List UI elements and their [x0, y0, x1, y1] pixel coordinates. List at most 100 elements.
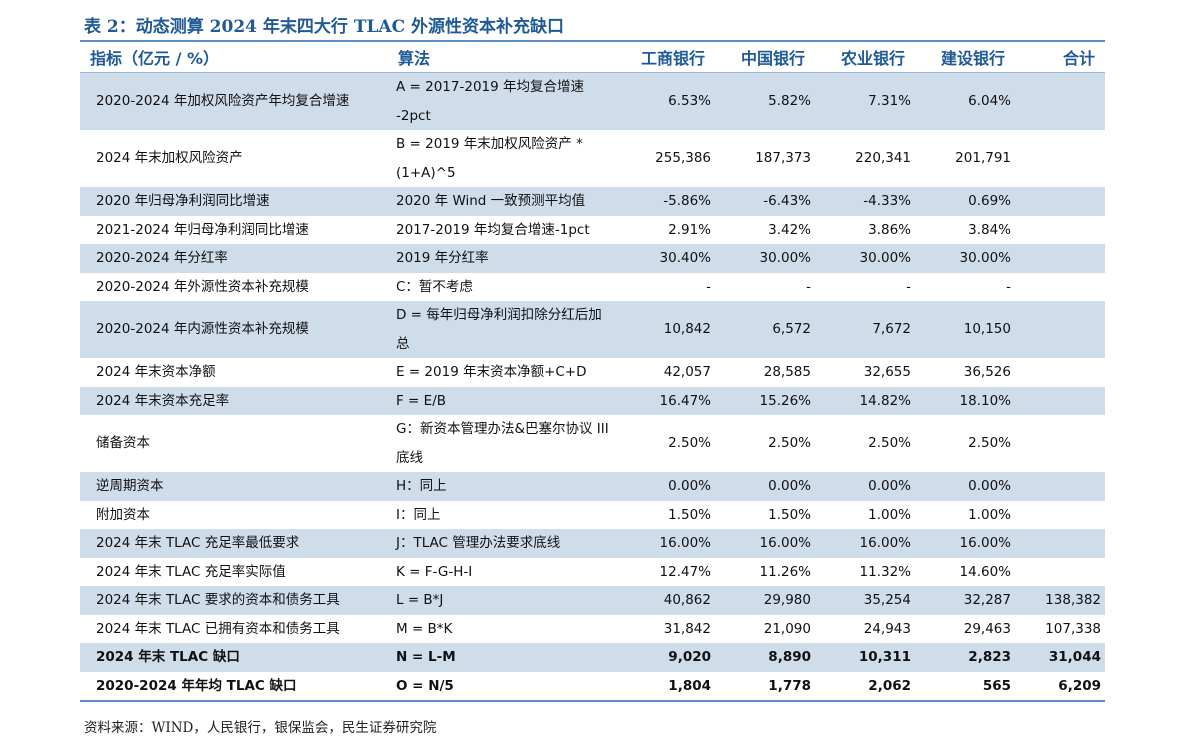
boc-cell: 1.50%: [768, 506, 811, 523]
boc-cell: 6,572: [715, 301, 815, 358]
header-total: 合计: [1015, 41, 1105, 73]
indicator-cell: 逆周期资本: [80, 472, 388, 501]
ccb-cell: 6.04%: [915, 72, 1015, 130]
total-cell: 138,382: [1015, 586, 1105, 615]
ccb-cell: 0.00%: [915, 472, 1015, 501]
boc-cell: 30.00%: [715, 244, 815, 273]
icbc-cell: 1.50%: [668, 506, 711, 523]
abc-cell: 2.50%: [868, 435, 911, 452]
table-row: 2020-2024 年外源性资本补充规模 C：暂不考虑 - - - -: [80, 273, 1105, 302]
ccb-cell: 30.00%: [915, 244, 1015, 273]
total-cell: [1015, 501, 1105, 530]
table-row: 2024 年末资本净额 E = 2019 年末资本净额+C+D 42,057 28,5…: [80, 358, 1105, 387]
abc-cell: 14.82%: [815, 386, 915, 415]
ccb-cell: 1.00%: [968, 506, 1011, 523]
boc-cell: 21,090: [763, 620, 811, 637]
ccb-cell: 2,823: [915, 643, 1015, 672]
indicator-cell: 2024 年末 TLAC 充足率最低要求: [80, 529, 388, 558]
method-cell: N = L-M: [388, 643, 615, 672]
indicator-cell: 2021-2024 年归母净利润同比增速: [96, 221, 309, 238]
ccb-cell: 29,463: [963, 620, 1011, 637]
abc-cell: 2,062: [868, 677, 911, 694]
method-cell: I：同上: [396, 506, 441, 523]
boc-cell: 1,778: [768, 677, 811, 694]
method-cell: K = F-G-H-I: [396, 563, 473, 580]
icbc-cell: 2.50%: [668, 435, 711, 452]
abc-cell: 10,311: [815, 643, 915, 672]
method-cell: E = 2019 年末资本净额+C+D: [396, 364, 587, 380]
icbc-cell: 2.91%: [668, 221, 711, 238]
ccb-cell: 0.69%: [915, 187, 1015, 216]
boc-cell: 11.26%: [759, 563, 811, 580]
table-row: 储备资本 G：新资本管理办法&巴塞尔协议 III 底线 2.50% 2.50% 2.50…: [80, 415, 1105, 472]
header-icbc: 工商银行: [615, 41, 715, 73]
icbc-cell: 10,842: [615, 301, 715, 358]
ccb-cell: 565: [982, 677, 1011, 694]
total-cell: [1015, 244, 1105, 273]
boc-cell: 28,585: [763, 364, 811, 380]
header-boc: 中国银行: [715, 41, 815, 73]
total-cell: 6,209: [1058, 677, 1101, 694]
indicator-cell: 2020-2024 年内源性资本补充规模: [80, 301, 388, 358]
abc-cell: 11.32%: [859, 563, 911, 580]
total-cell: [1015, 529, 1105, 558]
icbc-cell: 42,057: [663, 364, 711, 380]
method-cell: M = B*K: [396, 620, 453, 637]
table-row: 2024 年末 TLAC 已拥有资本和债务工具 M = B*K 31,842 21,0…: [80, 615, 1105, 644]
header-row: 指标（亿元 / %） 算法 工商银行 中国银行 农业银行 建设银行 合计: [80, 41, 1105, 73]
abc-cell: 7,672: [815, 301, 915, 358]
total-cell: [1015, 472, 1105, 501]
boc-cell: -: [806, 278, 811, 295]
icbc-cell: 31,842: [663, 620, 711, 637]
indicator-cell: 2020-2024 年外源性资本补充规模: [96, 278, 309, 295]
tlac-gap-table: 指标（亿元 / %） 算法 工商银行 中国银行 农业银行 建设银行 合计 202…: [80, 40, 1105, 702]
abc-cell: 32,655: [863, 364, 911, 380]
table-row: 2020-2024 年分红率 2019 年分红率 30.40% 30.00% 30.00…: [80, 244, 1105, 273]
boc-cell: 2.50%: [768, 435, 811, 452]
indicator-cell: 2024 年末资本净额: [96, 364, 216, 380]
total-cell: [1015, 273, 1105, 302]
indicator-cell: 2024 年末 TLAC 要求的资本和债务工具: [80, 586, 388, 615]
icbc-cell: 6.53%: [615, 72, 715, 130]
method-cell: J：TLAC 管理办法要求底线: [388, 529, 615, 558]
total-cell: [1015, 187, 1105, 216]
method-cell: 2019 年分红率: [388, 244, 615, 273]
abc-cell: 0.00%: [815, 472, 915, 501]
table-row: 2020 年归母净利润同比增速 2020 年 Wind 一致预测平均值 -5.86%…: [80, 187, 1105, 216]
table-row: 2021-2024 年归母净利润同比增速 2017-2019 年均复合增速-1pc…: [80, 216, 1105, 245]
ccb-cell: 10,150: [915, 301, 1015, 358]
icbc-cell: 9,020: [615, 643, 715, 672]
abc-cell: -: [906, 278, 911, 295]
indicator-cell: 2020 年归母净利润同比增速: [80, 187, 388, 216]
header-method: 算法: [388, 41, 615, 73]
boc-cell: 8,890: [715, 643, 815, 672]
total-cell: [1015, 130, 1105, 187]
source-note: 资料来源：WIND，人民银行，银保监会，民生证券研究院: [84, 720, 437, 736]
boc-cell: 5.82%: [715, 72, 815, 130]
table-row: 2024 年末资本充足率 F = E/B 16.47% 15.26% 14.82% 18.…: [80, 386, 1105, 415]
total-cell: [1015, 358, 1105, 387]
total-cell: [1015, 72, 1105, 130]
abc-cell: 30.00%: [815, 244, 915, 273]
indicator-cell: 2024 年末 TLAC 缺口: [80, 643, 388, 672]
header-ccb: 建设银行: [915, 41, 1015, 73]
total-cell: 31,044: [1015, 643, 1105, 672]
icbc-cell: -5.86%: [615, 187, 715, 216]
table-row: 2020-2024 年加权风险资产年均复合增速 A = 2017-2019 年均复…: [80, 72, 1105, 130]
indicator-cell: 2020-2024 年年均 TLAC 缺口: [96, 677, 297, 694]
method-cell: C：暂不考虑: [396, 278, 473, 295]
ccb-cell: 32,287: [915, 586, 1015, 615]
total-cell: [1015, 216, 1105, 245]
table-row: 2024 年末 TLAC 充足率实际值 K = F-G-H-I 12.47% 11.2…: [80, 558, 1105, 587]
ccb-cell: -: [1006, 278, 1011, 295]
icbc-cell: 0.00%: [615, 472, 715, 501]
indicator-cell: 附加资本: [96, 506, 150, 523]
table-row: 2024 年末加权风险资产 B = 2019 年末加权风险资产 *(1+A)^5 2…: [80, 130, 1105, 187]
total-cell: [1015, 301, 1105, 358]
icbc-cell: 16.47%: [615, 386, 715, 415]
ccb-cell: 201,791: [955, 150, 1011, 167]
method-cell: 2017-2019 年均复合增速-1pct: [396, 221, 590, 238]
method-cell: A = 2017-2019 年均复合增速 -2pct: [388, 72, 615, 130]
abc-cell: 7.31%: [815, 72, 915, 130]
ccb-cell: 36,526: [963, 364, 1011, 380]
